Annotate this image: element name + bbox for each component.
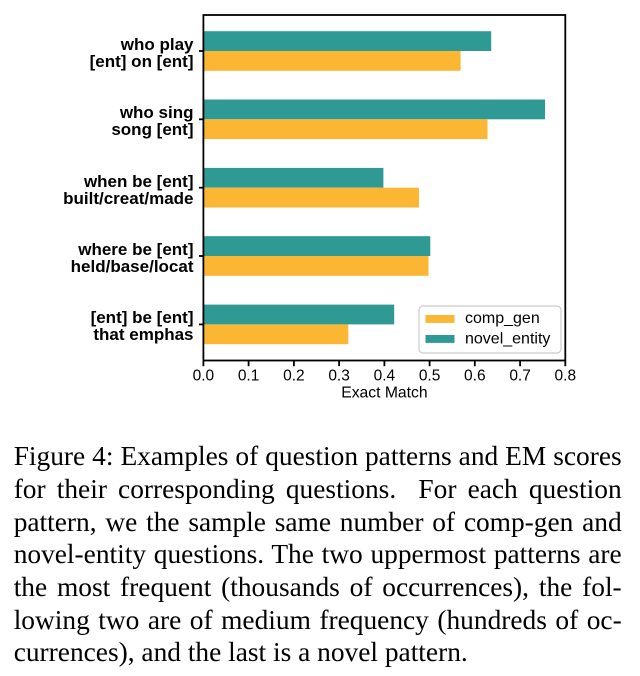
- svg-text:0.5: 0.5: [419, 367, 441, 384]
- svg-text:0.6: 0.6: [464, 367, 486, 384]
- svg-text:0.0: 0.0: [193, 367, 215, 384]
- svg-text:novel_entity: novel_entity: [465, 331, 550, 348]
- svg-text:0.8: 0.8: [555, 367, 577, 384]
- svg-text:0.7: 0.7: [509, 367, 531, 384]
- svg-text:0.1: 0.1: [238, 367, 260, 384]
- svg-text:0.3: 0.3: [328, 367, 350, 384]
- svg-text:0.2: 0.2: [283, 367, 305, 384]
- svg-text:0.4: 0.4: [374, 367, 396, 384]
- svg-text:Exact Match: Exact Match: [341, 384, 427, 401]
- svg-text:comp_gen: comp_gen: [465, 310, 540, 327]
